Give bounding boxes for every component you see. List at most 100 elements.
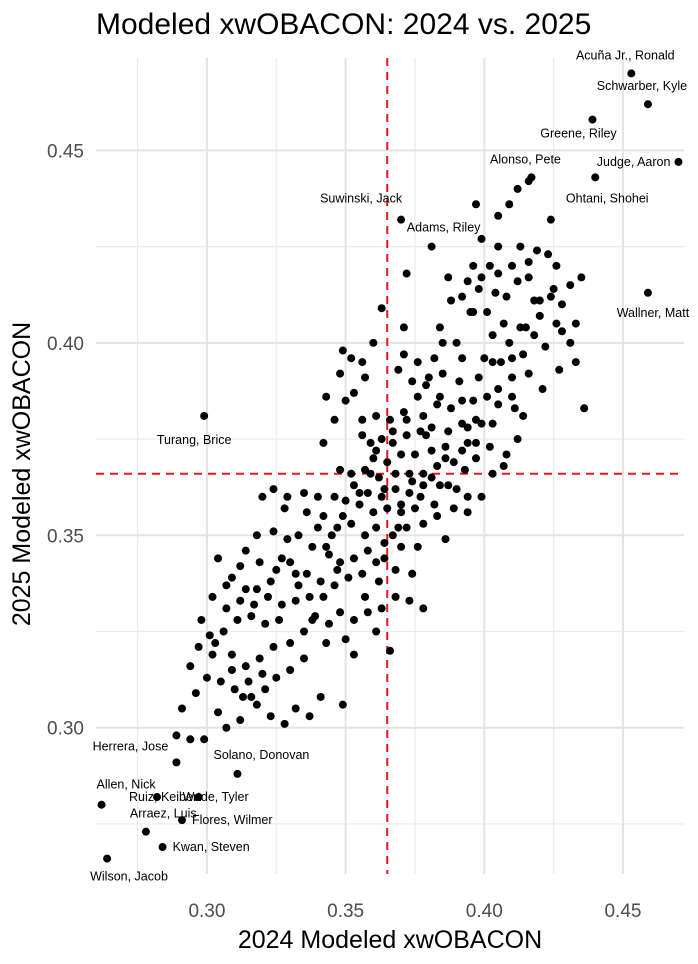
data-point — [552, 261, 561, 270]
data-point — [205, 631, 214, 640]
data-point — [508, 354, 517, 363]
data-point — [358, 569, 367, 578]
data-point — [402, 431, 411, 440]
data-point — [419, 469, 428, 478]
data-point — [391, 485, 400, 494]
data-point — [261, 619, 270, 628]
y-axis-ticks: 0.30 0.35 0.40 0.45 — [47, 141, 84, 739]
data-point — [388, 438, 397, 447]
point-labels: Acuña Jr., Ronald Schwarber, Kyle Greene, … — [90, 48, 690, 883]
data-point — [219, 627, 228, 636]
data-point — [252, 585, 261, 594]
data-point — [222, 604, 231, 613]
x-tick-label: 0.35 — [327, 901, 364, 922]
data-point — [294, 531, 303, 540]
data-point — [338, 700, 347, 709]
data-point — [386, 415, 394, 424]
y-tick-label: 0.40 — [47, 334, 84, 355]
data-point — [538, 385, 547, 394]
data-point — [283, 492, 292, 501]
data-point — [322, 542, 331, 551]
data-point — [458, 292, 467, 301]
data-point — [488, 331, 497, 340]
data-point — [277, 554, 286, 563]
data-point — [533, 246, 541, 255]
data-point — [333, 523, 342, 532]
data-point — [324, 550, 333, 559]
data-point — [422, 431, 431, 440]
data-point — [424, 373, 433, 382]
data-point — [308, 542, 317, 551]
data-point — [469, 308, 478, 317]
data-point — [402, 415, 411, 424]
data-point — [361, 592, 370, 601]
data-point — [358, 431, 367, 440]
point-label: Ohtani, Shohei — [566, 191, 649, 205]
data-point — [474, 373, 483, 382]
labeled-data-point — [153, 793, 162, 802]
data-point — [327, 531, 336, 540]
data-point — [302, 569, 311, 578]
data-point — [338, 346, 347, 355]
data-point — [263, 592, 272, 601]
data-point — [546, 215, 555, 224]
data-point — [269, 642, 278, 651]
data-point — [430, 354, 439, 363]
data-point — [435, 392, 444, 401]
data-point — [391, 469, 400, 478]
data-point — [463, 438, 472, 447]
data-point — [410, 450, 419, 459]
data-point — [191, 689, 200, 698]
data-point — [438, 338, 447, 347]
data-point — [372, 446, 381, 455]
data-point — [272, 673, 281, 682]
data-point — [494, 385, 503, 394]
data-point — [227, 650, 236, 659]
data-point — [294, 581, 303, 590]
data-point — [177, 704, 186, 713]
data-point — [444, 481, 453, 490]
data-point — [316, 577, 325, 586]
data-point — [330, 415, 339, 424]
data-point — [372, 523, 381, 532]
data-point — [300, 488, 309, 497]
data-point — [557, 300, 566, 309]
data-point — [319, 438, 328, 447]
data-point — [322, 639, 331, 648]
y-tick-label: 0.45 — [47, 141, 84, 162]
data-point — [366, 469, 375, 478]
data-point — [197, 615, 206, 624]
data-point — [513, 184, 522, 193]
data-point — [208, 650, 217, 659]
data-point — [399, 350, 408, 359]
data-point — [541, 342, 550, 351]
labeled-data-point — [158, 843, 167, 852]
data-point — [471, 454, 480, 463]
data-point — [347, 354, 356, 363]
data-point — [239, 692, 247, 701]
labeled-data-point — [591, 173, 600, 182]
data-point — [247, 612, 256, 621]
data-point — [236, 596, 245, 605]
data-point — [405, 488, 414, 497]
data-point — [194, 642, 203, 651]
labeled-data-point — [200, 411, 209, 420]
data-point — [355, 488, 364, 497]
data-point — [433, 512, 442, 521]
chart-title: Modeled xwOBACON: 2024 vs. 2025 — [96, 8, 592, 41]
data-point — [524, 369, 533, 378]
data-point — [369, 508, 378, 517]
data-point — [336, 465, 345, 474]
point-label: Alonso, Pete — [490, 152, 561, 166]
data-point — [499, 462, 508, 470]
data-point — [444, 273, 453, 282]
data-point — [208, 592, 217, 601]
data-point — [485, 442, 494, 451]
data-point — [427, 446, 436, 455]
data-point — [458, 419, 467, 428]
data-point — [513, 277, 522, 286]
data-point — [255, 558, 264, 567]
data-point — [316, 692, 325, 701]
data-point — [419, 411, 428, 420]
data-point — [349, 615, 358, 624]
